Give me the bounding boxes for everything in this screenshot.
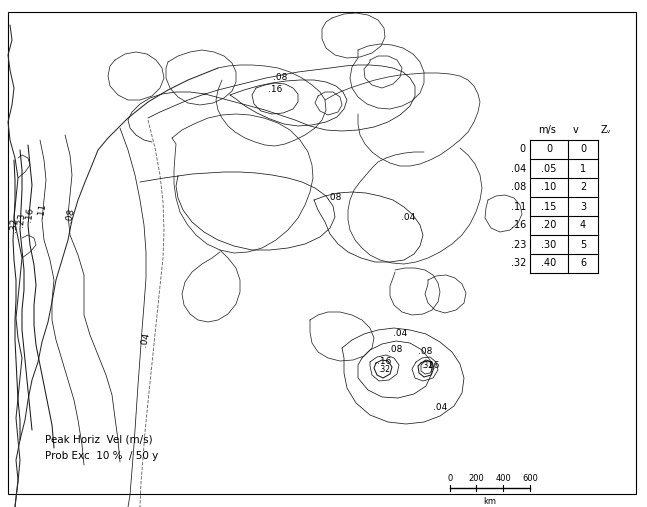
Text: .32: .32 [378,366,390,375]
Text: 6: 6 [580,259,586,269]
Text: .32: .32 [9,218,19,232]
Text: .10: .10 [542,183,556,193]
Text: .04: .04 [393,329,407,338]
Text: m/s: m/s [538,125,556,135]
Text: Prob Exc  10 %  / 50 y: Prob Exc 10 % / 50 y [45,451,159,461]
Text: .08: .08 [418,347,432,356]
Text: km: km [483,497,496,506]
Text: .16: .16 [377,357,391,367]
Text: .08: .08 [273,74,287,83]
Text: .40: .40 [542,259,556,269]
Text: 5: 5 [580,239,586,249]
Text: 2: 2 [580,183,586,193]
Text: 200: 200 [468,474,484,483]
Text: .04: .04 [510,163,526,173]
Text: .16: .16 [425,360,439,370]
Text: 400: 400 [495,474,511,483]
Text: Peak Horiz  Vel (m/s): Peak Horiz Vel (m/s) [45,435,153,445]
Text: .08: .08 [388,345,402,354]
Text: 0: 0 [520,144,526,155]
Text: .04: .04 [139,332,151,348]
Text: Zᵥ: Zᵥ [600,125,611,135]
Text: .08: .08 [64,207,76,223]
Text: 4: 4 [580,221,586,231]
Text: 0: 0 [546,144,552,155]
Text: .04: .04 [433,404,447,413]
Text: .08: .08 [327,194,341,202]
Text: .16: .16 [268,86,282,94]
Text: .08: .08 [510,183,526,193]
Text: .11: .11 [36,202,48,218]
Text: 600: 600 [522,474,538,483]
Text: .04: .04 [401,213,415,223]
Text: 3: 3 [580,201,586,211]
Text: .32: .32 [510,259,526,269]
Text: .16: .16 [25,207,36,223]
Text: 1: 1 [580,163,586,173]
Text: .16: .16 [510,221,526,231]
Text: 0: 0 [580,144,586,155]
Text: .05: .05 [542,163,556,173]
Text: .32: .32 [421,360,433,370]
Text: .20: .20 [542,221,556,231]
Text: v: v [573,125,579,135]
Text: .15: .15 [542,201,556,211]
Text: .23: .23 [16,212,26,228]
Text: .11: .11 [510,201,526,211]
Text: .30: .30 [542,239,556,249]
Text: .23: .23 [510,239,526,249]
Text: 0: 0 [447,474,453,483]
